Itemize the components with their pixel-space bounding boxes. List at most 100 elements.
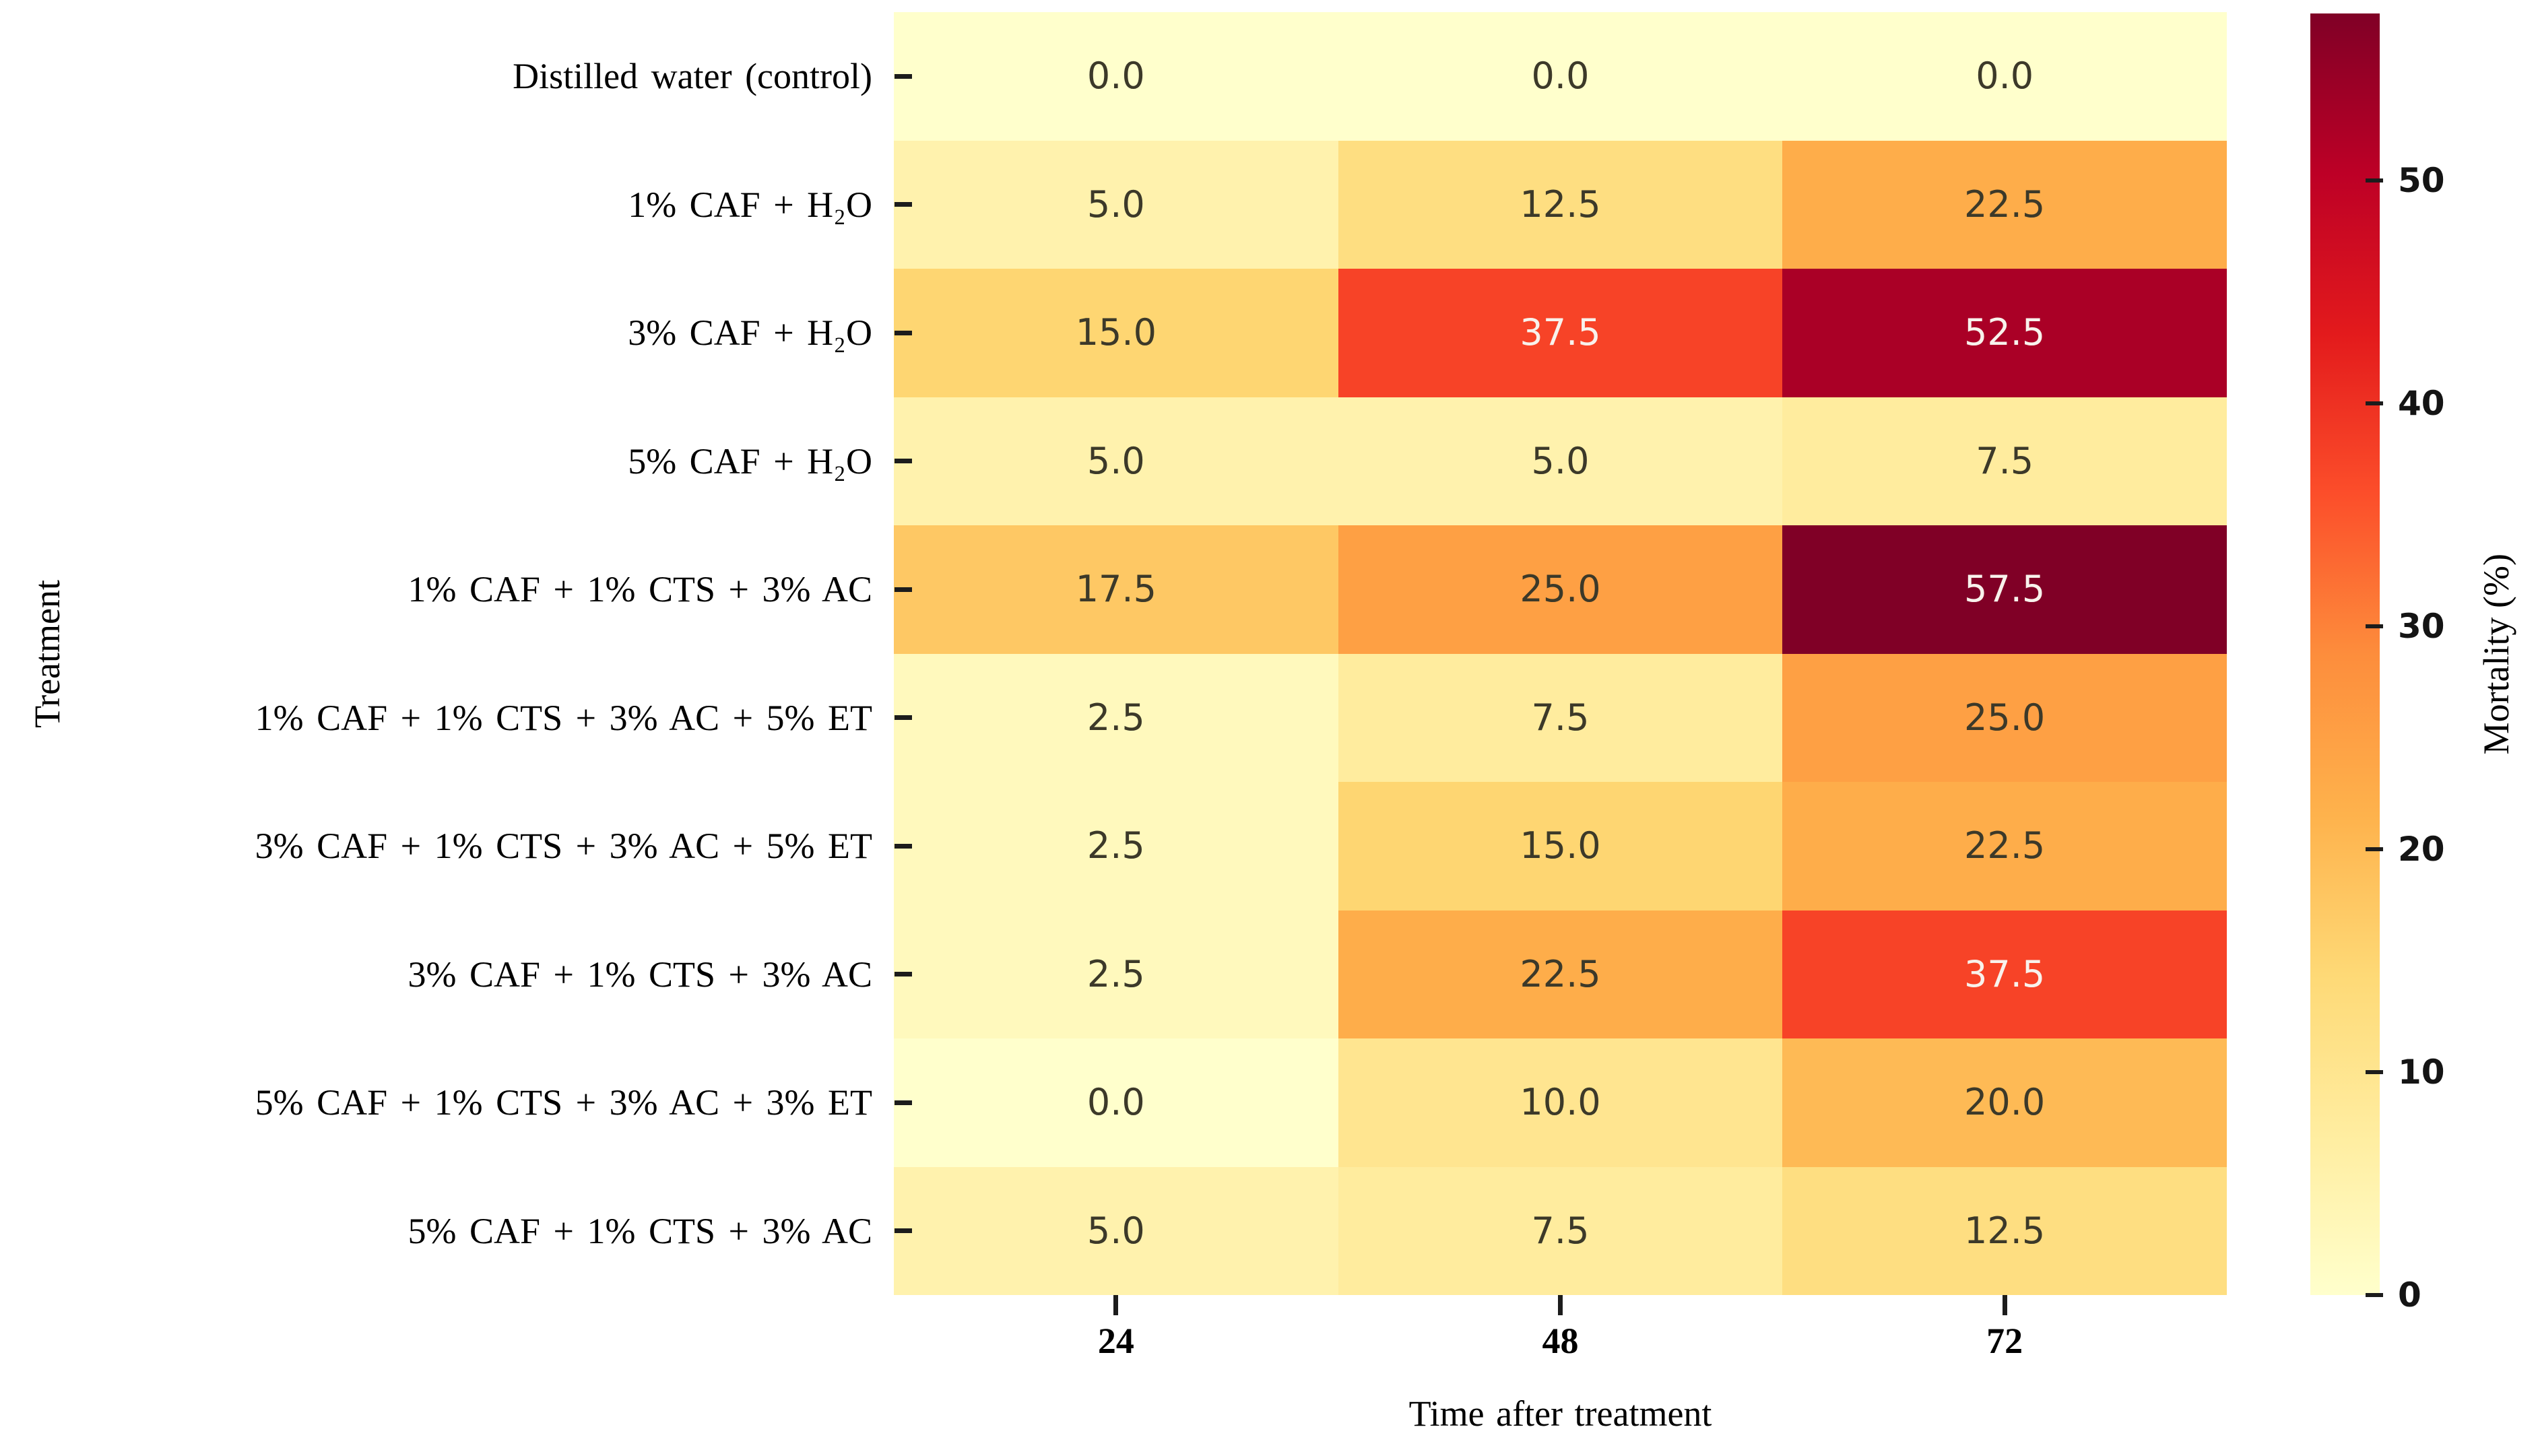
colorbar-tick-mark (2366, 178, 2383, 183)
cell-value: 20.0 (1964, 1081, 2046, 1124)
heatmap-cell: 2.5 (894, 653, 1338, 782)
cell-value: 10.0 (1520, 1081, 1601, 1124)
row-label: Distilled water (control) (513, 56, 872, 97)
colorbar-label: Mortality (%) (2475, 554, 2516, 755)
y-tick-mark (894, 715, 912, 721)
heatmap-cell: 0.0 (894, 1038, 1338, 1167)
heatmap-cell: 22.5 (1338, 910, 1783, 1038)
cell-value: 37.5 (1964, 952, 2046, 995)
cell-value: 0.0 (1086, 55, 1145, 98)
colorbar-tick-label: 20 (2398, 830, 2445, 869)
y-tick-mark (894, 843, 912, 849)
y-tick-mark (894, 459, 912, 464)
row-label: 3% CAF + H₂O (628, 312, 872, 354)
heatmap-cell: 12.5 (1782, 1166, 2227, 1295)
cell-value: 17.5 (1075, 568, 1157, 611)
cell-value: 57.5 (1964, 568, 2046, 611)
colorbar-tick-label: 10 (2398, 1053, 2445, 1092)
cell-value: 2.5 (1086, 696, 1145, 739)
row-label: 3% CAF + 1% CTS + 3% AC + 5% ET (255, 826, 872, 867)
heatmap-cell: 0.0 (1782, 12, 2227, 141)
x-tick-mark (1558, 1295, 1563, 1315)
cell-value: 37.5 (1520, 311, 1601, 354)
cell-value: 5.0 (1086, 183, 1145, 226)
colorbar-tick-mark (2366, 1293, 2383, 1297)
heatmap-cell: 5.0 (894, 140, 1338, 269)
cell-value: 12.5 (1964, 1209, 2046, 1252)
heatmap-cell: 25.0 (1782, 653, 2227, 782)
colorbar-tick-label: 50 (2398, 161, 2445, 201)
cell-value: 7.5 (1976, 439, 2034, 482)
heatmap-cell: 37.5 (1338, 269, 1783, 397)
row-labels: Distilled water (control) 1% CAF + H₂O 3% … (0, 12, 872, 1295)
x-tick-label: 72 (1986, 1321, 2023, 1361)
colorbar-tick-mark (2366, 624, 2383, 629)
heatmap-cell: 12.5 (1338, 140, 1783, 269)
cell-value: 0.0 (1976, 55, 2034, 98)
cell-value: 5.0 (1531, 439, 1590, 482)
cell-value: 2.5 (1086, 824, 1145, 867)
heatmap-cell: 0.0 (1338, 12, 1783, 141)
x-tick-mark (2002, 1295, 2007, 1315)
colorbar-label-wrap: Mortality (%) (2457, 13, 2535, 1295)
heatmap-cell: 22.5 (1782, 140, 2227, 269)
heatmap-cell: 5.0 (894, 1166, 1338, 1295)
row-label: 5% CAF + 1% CTS + 3% AC (408, 1210, 872, 1251)
cell-value: 22.5 (1964, 183, 2046, 226)
colorbar-tick-mark (2366, 847, 2383, 852)
cell-value: 15.0 (1075, 311, 1157, 354)
colorbar-tick-label: 0 (2398, 1276, 2421, 1315)
row-label: 1% CAF + 1% CTS + 3% AC + 5% ET (255, 697, 872, 738)
colorbar-tick-mark (2366, 1070, 2383, 1075)
y-tick-mark (894, 1228, 912, 1234)
cell-value: 0.0 (1086, 1081, 1145, 1124)
heatmap-cell: 0.0 (894, 12, 1338, 141)
y-tick-mark (894, 972, 912, 977)
heatmap-cell: 5.0 (894, 397, 1338, 525)
heatmap-cell: 15.0 (894, 269, 1338, 397)
cell-value: 0.0 (1531, 55, 1590, 98)
heatmap-cell: 7.5 (1782, 397, 2227, 525)
colorbar (2310, 13, 2380, 1295)
x-tick-mark (1113, 1295, 1119, 1315)
y-tick-mark (894, 1100, 912, 1105)
cell-value: 25.0 (1520, 568, 1601, 611)
y-tick-mark (894, 202, 912, 207)
heatmap-grid: 0.0 0.0 0.0 5.0 12.5 22.5 15.0 37.5 52.5 5.0 5.0 7.… (894, 12, 2227, 1295)
x-tick-label: 48 (1542, 1321, 1579, 1361)
colorbar-tick-mark (2366, 401, 2383, 406)
heatmap-cell: 7.5 (1338, 1166, 1783, 1295)
heatmap-cell: 17.5 (894, 525, 1338, 654)
colorbar-tick-label: 40 (2398, 384, 2445, 424)
y-tick-mark (894, 330, 912, 335)
heatmap-cell: 7.5 (1338, 653, 1783, 782)
heatmap-cell: 5.0 (1338, 397, 1783, 525)
row-label: 5% CAF + 1% CTS + 3% AC + 3% ET (255, 1082, 872, 1123)
cell-value: 25.0 (1964, 696, 2046, 739)
cell-value: 22.5 (1520, 952, 1601, 995)
heatmap-cell: 20.0 (1782, 1038, 2227, 1167)
row-label: 3% CAF + 1% CTS + 3% AC (408, 954, 872, 995)
y-tick-mark (894, 587, 912, 592)
cell-value: 7.5 (1531, 1209, 1590, 1252)
heatmap-cell: 10.0 (1338, 1038, 1783, 1167)
cell-value: 5.0 (1086, 439, 1145, 482)
cell-value: 52.5 (1964, 311, 2046, 354)
colorbar-tick-label: 30 (2398, 607, 2445, 647)
heatmap-cell: 52.5 (1782, 269, 2227, 397)
cell-value: 7.5 (1531, 696, 1590, 739)
x-axis-label: Time after treatment (1408, 1393, 1712, 1434)
x-tick-label: 24 (1097, 1321, 1134, 1361)
heatmap-cell: 57.5 (1782, 525, 2227, 654)
row-label: 5% CAF + H₂O (628, 440, 872, 482)
row-label: 1% CAF + 1% CTS + 3% AC (408, 569, 872, 610)
heatmap-cell: 2.5 (894, 910, 1338, 1038)
cell-value: 15.0 (1520, 824, 1601, 867)
cell-value: 12.5 (1520, 183, 1601, 226)
cell-value: 5.0 (1086, 1209, 1145, 1252)
row-label: 1% CAF + H₂O (628, 184, 872, 225)
heatmap-cell: 15.0 (1338, 782, 1783, 911)
cell-value: 22.5 (1964, 824, 2046, 867)
heatmap-cell: 2.5 (894, 782, 1338, 911)
